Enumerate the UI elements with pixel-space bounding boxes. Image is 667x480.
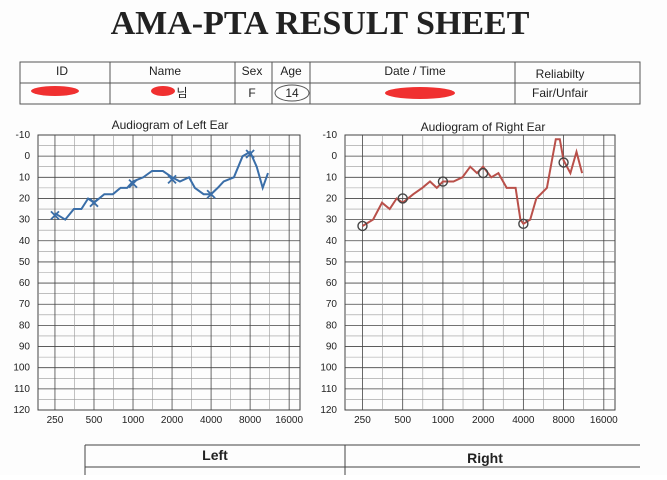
x-tick-label: 500 bbox=[394, 415, 411, 426]
y-tick-label: 120 bbox=[13, 405, 30, 416]
sex: F bbox=[248, 86, 255, 100]
y-tick-label: 30 bbox=[19, 215, 31, 226]
y-tick-label: -10 bbox=[16, 130, 31, 141]
y-tick-label: 0 bbox=[331, 151, 337, 162]
y-tick-label: 10 bbox=[19, 172, 31, 183]
y-tick-label: 30 bbox=[326, 215, 338, 226]
x-tick-label: 16000 bbox=[275, 415, 303, 426]
marker bbox=[50, 210, 60, 221]
chart-title: Audiogram of Left Ear bbox=[112, 118, 229, 132]
name-suffix: 님 bbox=[176, 86, 187, 100]
redaction bbox=[151, 86, 175, 96]
x-tick-label: 1000 bbox=[122, 415, 145, 426]
marker bbox=[89, 198, 99, 208]
x-tick-label: 250 bbox=[47, 415, 64, 426]
col-header: Date / Time bbox=[384, 64, 446, 78]
marker bbox=[477, 167, 489, 179]
x-tick-label: 8000 bbox=[239, 415, 262, 426]
marker bbox=[558, 157, 569, 168]
y-tick-label: 20 bbox=[19, 193, 31, 204]
y-tick-label: 50 bbox=[326, 257, 338, 268]
y-tick-label: 70 bbox=[19, 299, 31, 310]
marker bbox=[437, 176, 449, 187]
y-tick-label: 40 bbox=[326, 236, 338, 247]
marker bbox=[245, 149, 255, 159]
y-tick-label: 60 bbox=[19, 278, 31, 289]
marker bbox=[206, 189, 216, 199]
y-tick-label: 0 bbox=[24, 151, 30, 162]
redaction bbox=[385, 87, 455, 99]
col-header: Name bbox=[149, 64, 181, 78]
y-tick-label: 10 bbox=[326, 172, 338, 183]
col-header: Reliabilty bbox=[536, 67, 585, 81]
y-tick-label: 20 bbox=[326, 193, 338, 204]
y-tick-label: 40 bbox=[19, 236, 31, 247]
y-tick-label: 100 bbox=[13, 363, 30, 374]
y-tick-label: 90 bbox=[326, 342, 338, 353]
marker bbox=[357, 220, 368, 232]
info-table bbox=[19, 61, 641, 105]
x-tick-label: 8000 bbox=[552, 415, 575, 426]
y-tick-label: 110 bbox=[321, 384, 337, 395]
right-label: Right bbox=[467, 450, 503, 466]
age: 14 bbox=[285, 86, 299, 100]
y-tick-label: -10 bbox=[323, 130, 338, 141]
col-header: Age bbox=[280, 64, 302, 78]
marker bbox=[518, 218, 529, 230]
col-header: ID bbox=[56, 64, 68, 78]
marker bbox=[397, 193, 408, 204]
y-tick-label: 100 bbox=[320, 363, 337, 374]
marker bbox=[128, 179, 138, 189]
y-tick-label: 90 bbox=[19, 342, 31, 353]
y-tick-label: 80 bbox=[326, 320, 338, 331]
x-tick-label: 4000 bbox=[200, 415, 223, 426]
y-tick-label: 120 bbox=[320, 405, 337, 416]
x-tick-label: 16000 bbox=[590, 415, 618, 426]
x-tick-label: 4000 bbox=[512, 415, 535, 426]
title: AMA-PTA RESULT SHEET bbox=[111, 5, 530, 42]
x-tick-label: 500 bbox=[86, 415, 103, 426]
chart-title: Audiogram of Right Ear bbox=[421, 120, 546, 134]
x-tick-label: 2000 bbox=[161, 415, 184, 426]
y-tick-label: 70 bbox=[326, 299, 338, 310]
y-tick-label: 60 bbox=[326, 278, 338, 289]
left-label: Left bbox=[202, 447, 228, 463]
marker bbox=[167, 174, 177, 185]
reliability: Fair/Unfair bbox=[532, 86, 588, 100]
col-header: Sex bbox=[242, 64, 263, 78]
y-tick-label: 50 bbox=[19, 257, 31, 268]
y-tick-label: 80 bbox=[19, 320, 31, 331]
x-tick-label: 1000 bbox=[432, 415, 455, 426]
y-tick-label: 110 bbox=[14, 384, 30, 395]
x-tick-label: 250 bbox=[354, 415, 371, 426]
redaction bbox=[31, 86, 79, 96]
x-tick-label: 2000 bbox=[472, 415, 495, 426]
bottom-table bbox=[84, 444, 640, 475]
